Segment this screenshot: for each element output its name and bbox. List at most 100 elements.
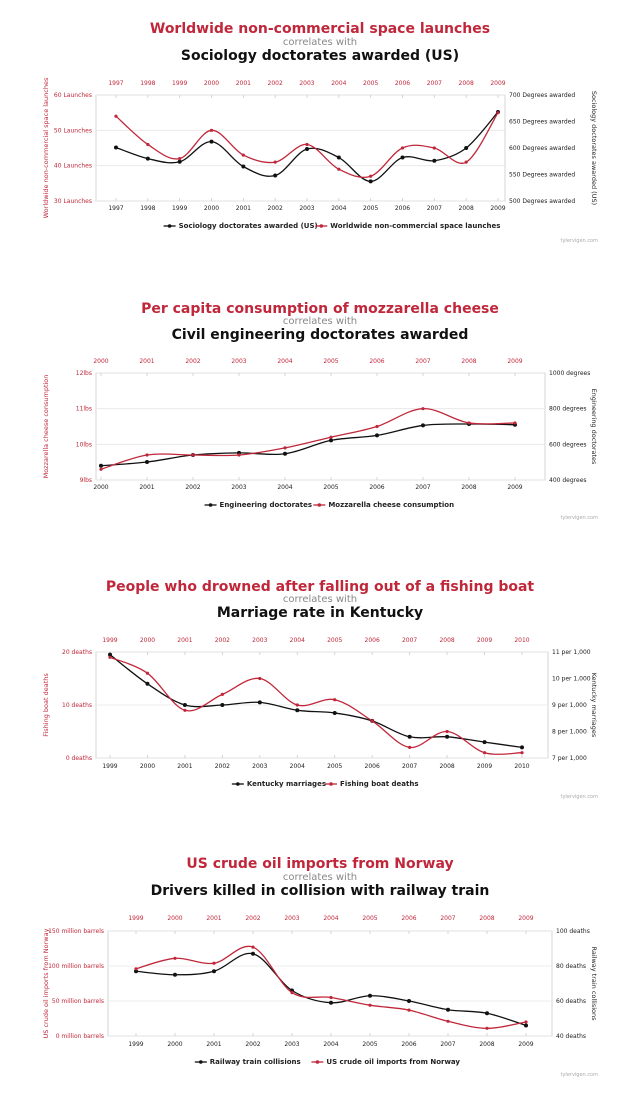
bottom-axis-label: 2006 (395, 205, 410, 212)
data-point (446, 1007, 450, 1012)
right-axis-tick: 9 per 1,000 (552, 702, 587, 709)
data-point (485, 1011, 489, 1016)
right-axis-title: Engineering doctorates (590, 389, 598, 465)
data-point (407, 734, 412, 739)
chart-title-secondary: Drivers killed in collision with railway… (151, 883, 490, 899)
series-line-engineering-doctorates (100, 423, 516, 467)
series-line-sociology-doctorates-awarded-us (115, 111, 499, 183)
right-axis-tick: 7 per 1,000 (552, 755, 587, 762)
bottom-axis-label: 2007 (427, 205, 442, 212)
data-point (145, 671, 150, 675)
bottom-axis-label: 2000 (204, 205, 219, 212)
data-point (241, 164, 246, 169)
data-point (209, 128, 214, 132)
legend-marker (167, 224, 172, 228)
data-point (173, 956, 177, 960)
data-point (305, 142, 309, 147)
data-point (251, 951, 255, 956)
top-axis-label: 2009 (490, 80, 505, 87)
left-axis-tick: 100 million barrels (48, 963, 104, 970)
left-axis-title: Worldwide non-commercial space launches (42, 77, 50, 218)
chart-title: People who drowned after falling out of … (106, 579, 535, 595)
bottom-axis-label: 2004 (331, 205, 346, 212)
data-point (283, 451, 287, 456)
chart-subtitle: correlates with (283, 594, 357, 605)
left-axis-tick: 0 million barrels (56, 1033, 104, 1040)
top-axis-label: 2007 (402, 637, 417, 644)
data-point (108, 655, 112, 659)
top-axis-label: 1999 (102, 637, 117, 644)
data-point (524, 1023, 528, 1028)
top-axis-label: 2008 (439, 637, 454, 644)
data-point (145, 156, 150, 161)
bottom-axis-label: 2006 (401, 1041, 416, 1048)
data-point (237, 453, 241, 457)
bottom-axis-label: 1999 (128, 1041, 143, 1048)
data-point (114, 114, 118, 118)
legend-marker (319, 224, 324, 228)
data-point (145, 453, 149, 457)
data-point (177, 159, 182, 164)
data-point (524, 1020, 528, 1024)
data-point (114, 145, 118, 150)
data-point (432, 158, 437, 163)
data-point (408, 745, 412, 749)
right-axis-title: Sociology doctorates awarded (US) (590, 91, 598, 205)
data-point (258, 676, 262, 681)
bottom-axis-label: 2005 (323, 484, 338, 491)
bottom-axis-label: 2000 (93, 484, 108, 491)
top-axis-label: 2004 (323, 915, 338, 922)
right-axis-title: Railway train collisions (590, 946, 598, 1021)
legend-entry: Mozzarella cheese consumption (328, 501, 454, 509)
data-point (182, 703, 187, 707)
top-axis-label: 2001 (236, 80, 251, 87)
data-point (400, 146, 405, 150)
top-axis-label: 2005 (363, 80, 378, 87)
right-axis-tick: 60 deaths (556, 998, 586, 1005)
right-axis-tick: 1000 degrees (549, 370, 590, 377)
bottom-axis-label: 2001 (206, 1041, 221, 1048)
plot-frame (95, 372, 546, 481)
data-point (464, 146, 469, 150)
left-axis-tick: 50 Launches (54, 127, 92, 134)
bottom-axis-label: 2007 (415, 484, 430, 491)
legend-entry: Kentucky marriages (247, 780, 326, 788)
top-axis-label: 2003 (252, 637, 267, 644)
legend-entry: Worldwide non-commercial space launches (330, 222, 500, 230)
bottom-axis-label: 2003 (252, 763, 267, 770)
data-point (445, 729, 449, 734)
top-axis-label: 2003 (299, 80, 314, 87)
bottom-axis-label: 2003 (299, 205, 314, 212)
bottom-axis-label: 2006 (365, 763, 380, 770)
data-point (99, 463, 103, 468)
data-point (375, 424, 379, 429)
left-axis-tick: 20 deaths (62, 649, 92, 656)
top-axis-label: 2007 (415, 358, 430, 365)
bottom-axis-label: 2009 (477, 763, 492, 770)
legend-entry: Engineering doctorates (220, 501, 312, 509)
data-point (496, 111, 500, 115)
legend-marker (199, 1060, 203, 1064)
data-point (145, 459, 149, 464)
bottom-axis-label: 2009 (490, 205, 505, 212)
data-point (273, 173, 278, 178)
chart-title-secondary: Sociology doctorates awarded (US) (181, 48, 459, 64)
top-axis-label: 2004 (277, 358, 292, 365)
left-axis-title: US crude oil imports from Norway (42, 928, 50, 1038)
plot-frame (107, 930, 553, 1037)
top-axis-label: 2007 (427, 80, 442, 87)
bottom-axis-label: 2000 (140, 763, 155, 770)
plot-frame (95, 94, 506, 202)
right-axis-tick: 600 Degrees awarded (509, 145, 575, 152)
bottom-axis-label: 1999 (102, 763, 117, 770)
data-point (333, 698, 337, 702)
series-line-mozzarella-cheese-consumption (100, 408, 516, 470)
left-axis-tick: 10lbs (76, 441, 92, 448)
left-axis-title: Fishing boat deaths (42, 673, 50, 737)
data-point (421, 423, 425, 428)
chart-subtitle: correlates with (283, 872, 357, 883)
data-point (212, 969, 216, 974)
data-point (290, 991, 294, 995)
right-axis-title: Kentucky marriages (590, 673, 598, 738)
